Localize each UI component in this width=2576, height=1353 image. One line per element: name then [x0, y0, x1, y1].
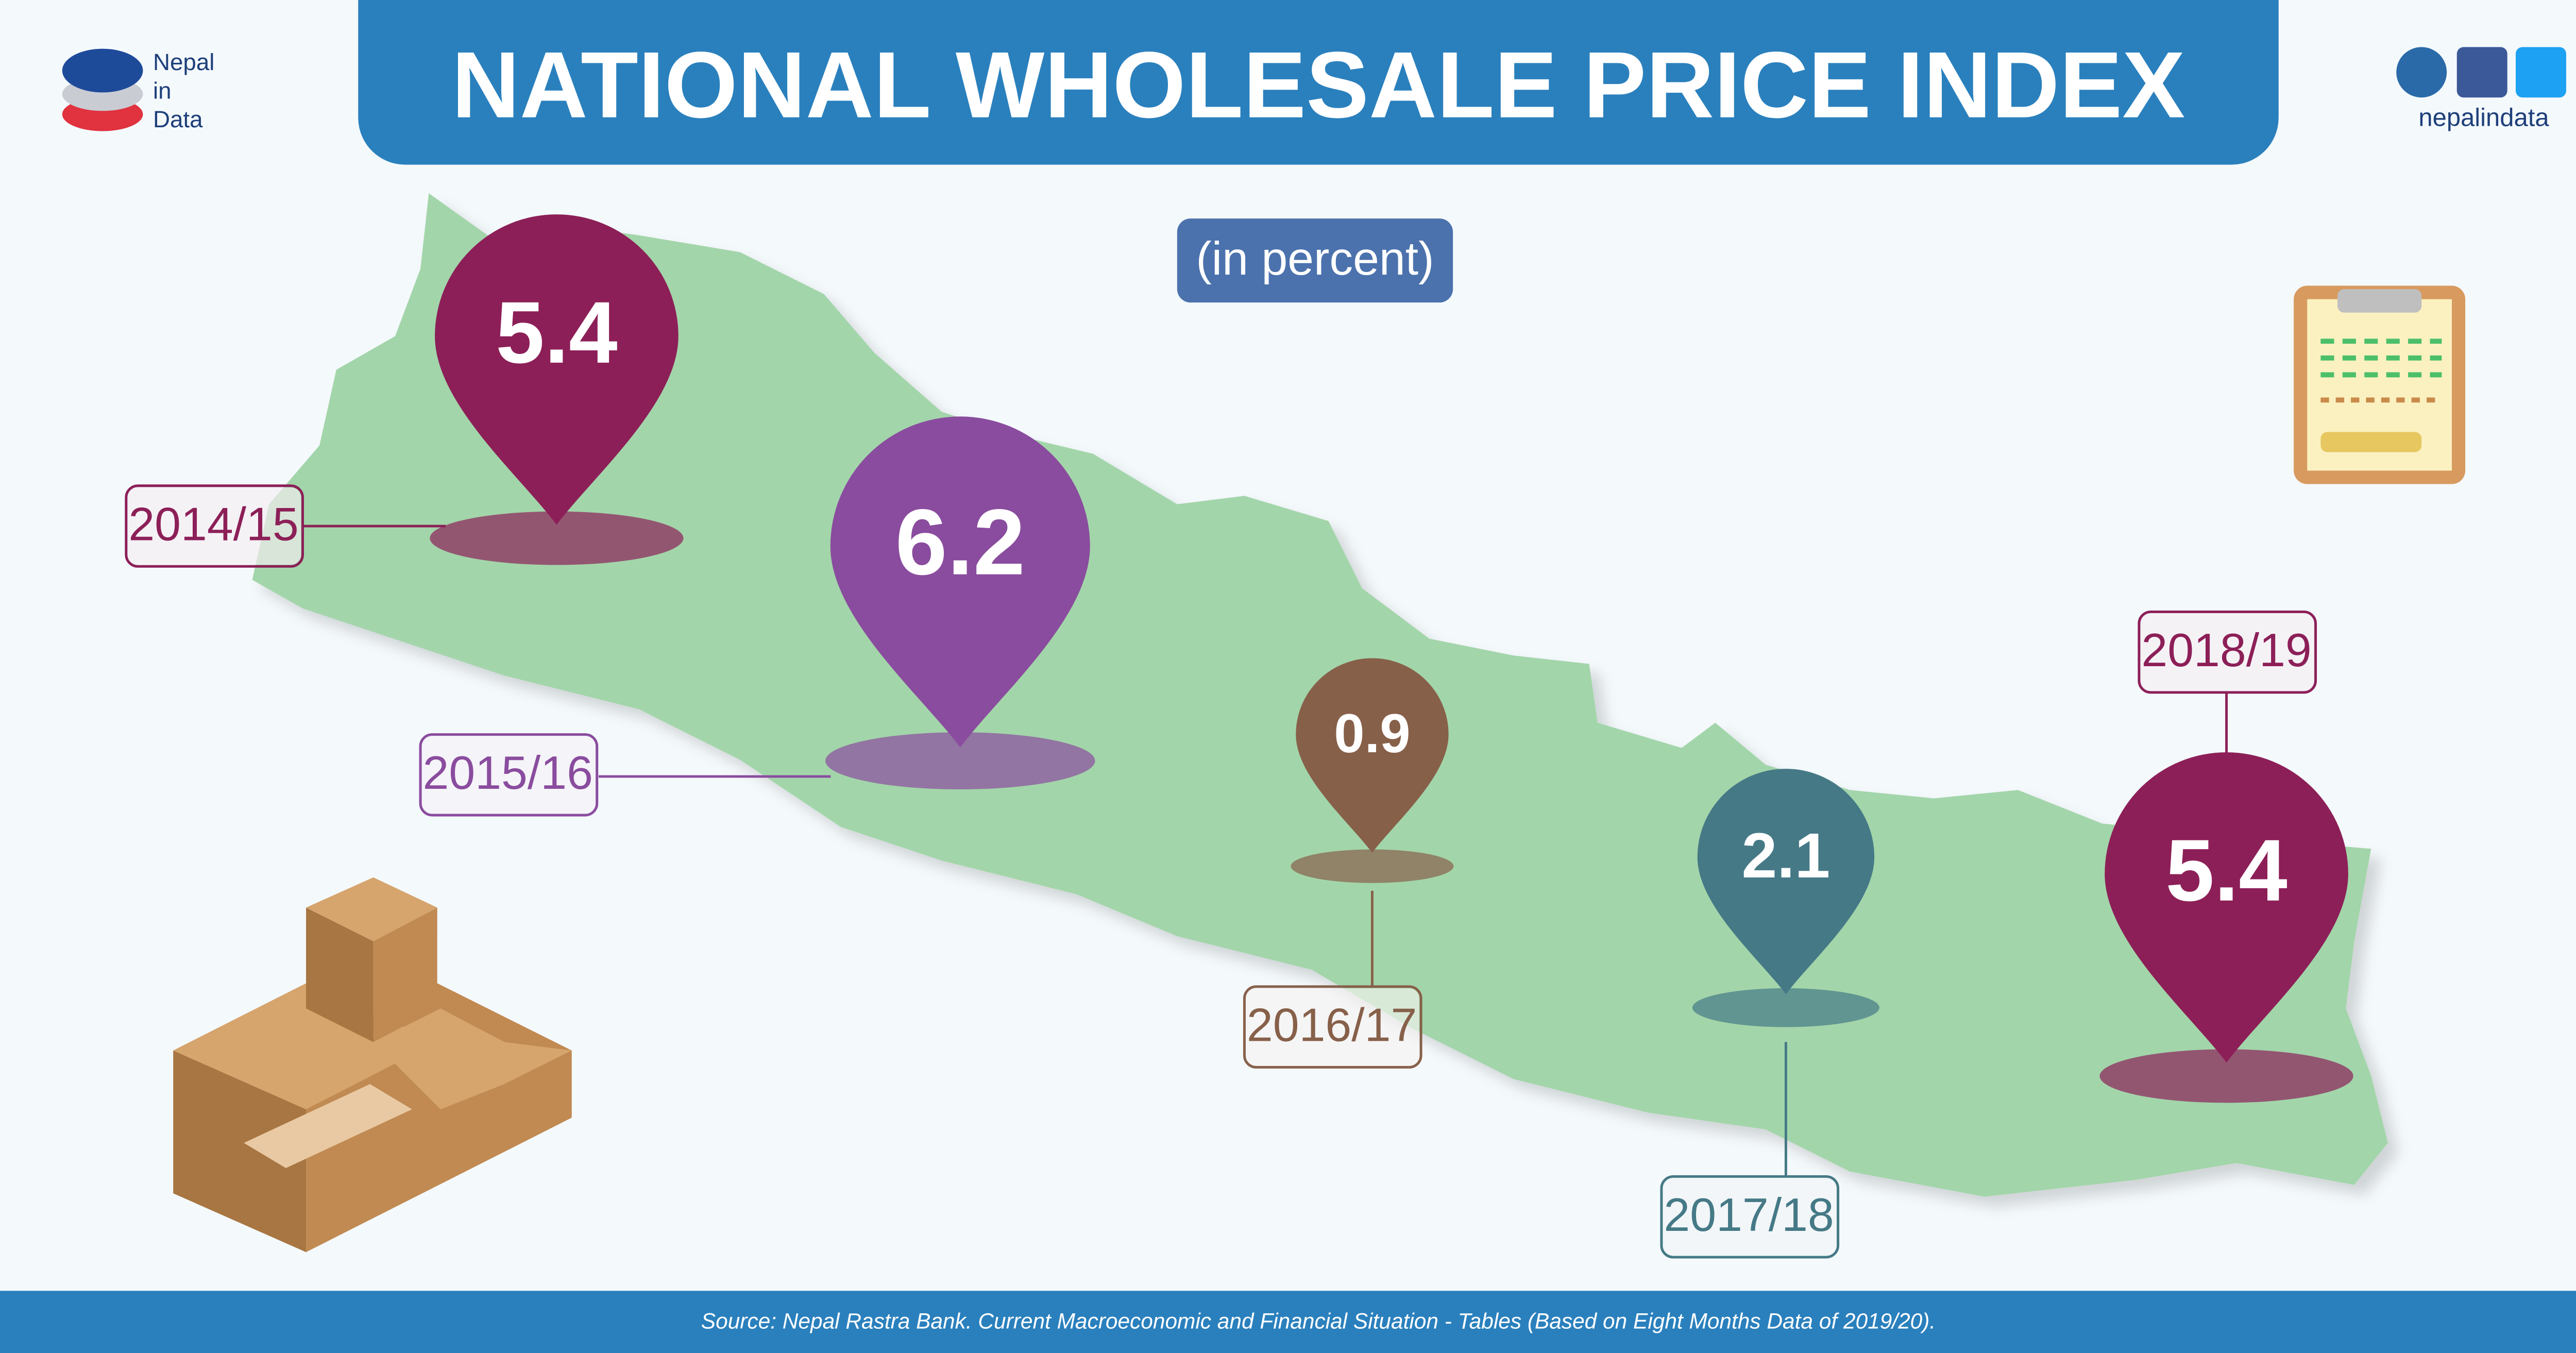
tape — [244, 1084, 412, 1169]
value-label: 2.1 — [1741, 820, 1830, 891]
category-label: 2014/15 — [128, 498, 298, 550]
header-bar — [358, 0, 2279, 165]
facebook-icon — [2456, 47, 2507, 98]
box-side — [173, 1050, 307, 1253]
clip — [2337, 289, 2422, 313]
category-box-bg — [1246, 988, 1419, 1066]
pin-shadow — [430, 511, 684, 565]
logo-text: Data — [153, 106, 203, 132]
category-label: 2016/17 — [1247, 999, 1417, 1052]
boxes-illustration — [173, 877, 572, 1253]
box-top — [306, 877, 437, 941]
logo: Nepal in Data — [62, 48, 214, 132]
value-label: 5.4 — [496, 284, 618, 382]
web-icon — [2396, 47, 2447, 98]
twitter-icon — [2515, 47, 2566, 98]
note — [2320, 432, 2422, 452]
pin — [2105, 752, 2348, 1063]
source: Source: Nepal Rastra Bank. Current Macro… — [701, 1309, 1936, 1333]
value-label: 0.9 — [1334, 702, 1410, 764]
logo-text: in — [153, 77, 172, 104]
pin — [1296, 658, 1449, 853]
box-front — [373, 907, 437, 1042]
logo-text: Nepal — [153, 49, 214, 75]
subtitle: (in percent) — [1196, 232, 1434, 285]
pin-shadow — [825, 732, 1095, 790]
category-label: 2015/16 — [423, 747, 593, 799]
handle: nepalindata — [2418, 104, 2549, 132]
pin-shadow — [1692, 988, 1879, 1027]
category-box-bg — [422, 736, 596, 814]
logo-disk — [62, 48, 143, 93]
pin — [830, 416, 1090, 748]
category-label: 2017/18 — [1664, 1189, 1834, 1241]
category-label: 2018/19 — [2141, 624, 2311, 676]
category-box-bg — [128, 487, 301, 565]
value-label: 6.2 — [895, 491, 1025, 595]
category-box-bg — [1663, 1178, 1837, 1256]
subtitle-badge — [1177, 218, 1453, 303]
category-box-bg — [2141, 613, 2314, 691]
pin — [435, 214, 679, 525]
pin — [1697, 769, 1875, 994]
social: nepalindata — [2396, 47, 2566, 132]
value-label: 5.4 — [2165, 822, 2287, 920]
box-top — [373, 1008, 572, 1109]
pin-shadow — [1291, 849, 1454, 883]
box-side — [306, 907, 374, 1042]
clipboard-icon — [2294, 285, 2466, 484]
footer-bar — [0, 1291, 2576, 1353]
pin-shadow — [2099, 1049, 2353, 1103]
title: NATIONAL WHOLESALE PRICE INDEX — [452, 32, 2185, 138]
